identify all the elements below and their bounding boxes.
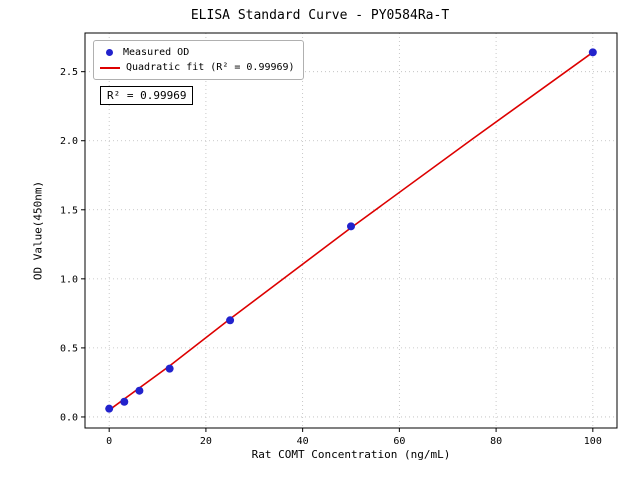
data-point: [135, 386, 144, 395]
legend-item-fit: Quadratic fit (R² = 0.99969): [100, 60, 295, 75]
y-tick-label: 2.0: [60, 136, 78, 147]
y-tick-label: 2.5: [60, 67, 78, 78]
data-point: [120, 397, 129, 406]
x-tick-label: 0: [106, 436, 112, 447]
x-tick-label: 100: [584, 436, 602, 447]
chart-title: ELISA Standard Curve - PY0584Ra-T: [190, 8, 450, 23]
y-axis-label: OD Value(450nm): [31, 180, 45, 281]
legend: Measured OD Quadratic fit (R² = 0.99969): [93, 40, 304, 80]
axes-frame: [84, 32, 618, 429]
data-point: [347, 222, 355, 231]
y-tick-label: 0.0: [60, 412, 78, 423]
scatter-marker-icon: [106, 49, 113, 56]
x-tick-label: 80: [490, 436, 502, 447]
x-tick-label: 60: [393, 436, 405, 447]
y-tick-label: 1.5: [60, 205, 78, 216]
legend-item-measured: Measured OD: [100, 45, 295, 60]
r-squared-annotation: R² = 0.99969: [100, 86, 194, 105]
y-tick-label: 1.0: [60, 274, 78, 285]
data-point: [226, 316, 235, 325]
x-tick-label: 40: [297, 436, 309, 447]
y-tick-label: 0.5: [60, 343, 78, 354]
x-tick-label: 20: [200, 436, 212, 447]
legend-label-measured: Measured OD: [123, 47, 190, 58]
x-axis-label: Rat COMT Concentration (ng/mL): [251, 448, 451, 461]
legend-label-fit: Quadratic fit (R² = 0.99969): [126, 62, 295, 73]
fit-line: [108, 51, 594, 411]
data-point: [165, 364, 174, 373]
data-point: [105, 404, 114, 413]
line-marker-icon: [100, 66, 120, 69]
data-point: [588, 48, 597, 57]
